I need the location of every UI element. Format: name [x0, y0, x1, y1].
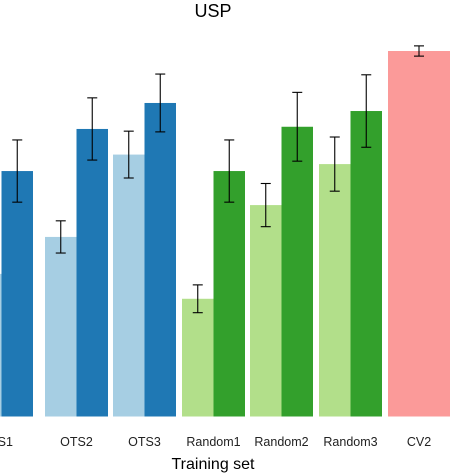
error-bar-random2-dark-bar — [292, 91, 303, 162]
x-tick-labels: TS1 OTS2 OTS3 Random1 Random2 Random3 CV2 — [0, 435, 431, 449]
bar-ots3-light-bar — [113, 154, 145, 417]
tick-label-ots1: TS1 — [0, 435, 13, 449]
tick-label-ots2: OTS2 — [60, 435, 93, 449]
bar-ots3-dark-bar — [144, 102, 176, 418]
error-bar-cv2-bar — [414, 45, 424, 57]
chart-title: USP — [194, 1, 231, 21]
error-bar-ots2-dark-bar — [87, 97, 98, 161]
bar-random2-dark-bar — [281, 126, 313, 418]
bar-cv2-bar — [388, 51, 450, 417]
error-bar-random1-dark-bar — [224, 139, 235, 203]
error-bar-random1-light-bar — [192, 284, 203, 314]
error-bar-ots2-light-bar — [55, 220, 66, 254]
error-bar-random2-light-bar — [260, 182, 271, 228]
bars-layer — [0, 51, 450, 418]
tick-label-ots3: OTS3 — [128, 435, 161, 449]
bar-ots2-dark-bar — [76, 128, 108, 417]
tick-label-random2: Random2 — [254, 435, 308, 449]
bar-random3-dark-bar — [350, 111, 382, 418]
bar-random1-light-bar — [182, 298, 214, 417]
error-bar-random3-light-bar — [329, 136, 340, 192]
error-bar-ots3-light-bar — [123, 130, 134, 179]
tick-label-cv2: CV2 — [407, 435, 431, 449]
error-bar-random3-dark-bar — [361, 74, 372, 148]
bar-ots2-light-bar — [45, 236, 77, 417]
tick-label-random1: Random1 — [186, 435, 240, 449]
error-bars-layer — [12, 45, 424, 314]
x-axis-label: Training set — [172, 456, 256, 473]
tick-label-random3: Random3 — [323, 435, 377, 449]
error-bar-ots3-dark-bar — [155, 73, 166, 133]
bar-ots1-dark-bar — [1, 171, 33, 417]
bar-random1-dark-bar — [213, 171, 245, 417]
bar-ots1-light-bar — [0, 273, 2, 417]
bar-random2-light-bar — [250, 205, 282, 417]
error-bar-ots1-dark-bar — [12, 139, 23, 203]
bar-random3-light-bar — [319, 164, 351, 417]
